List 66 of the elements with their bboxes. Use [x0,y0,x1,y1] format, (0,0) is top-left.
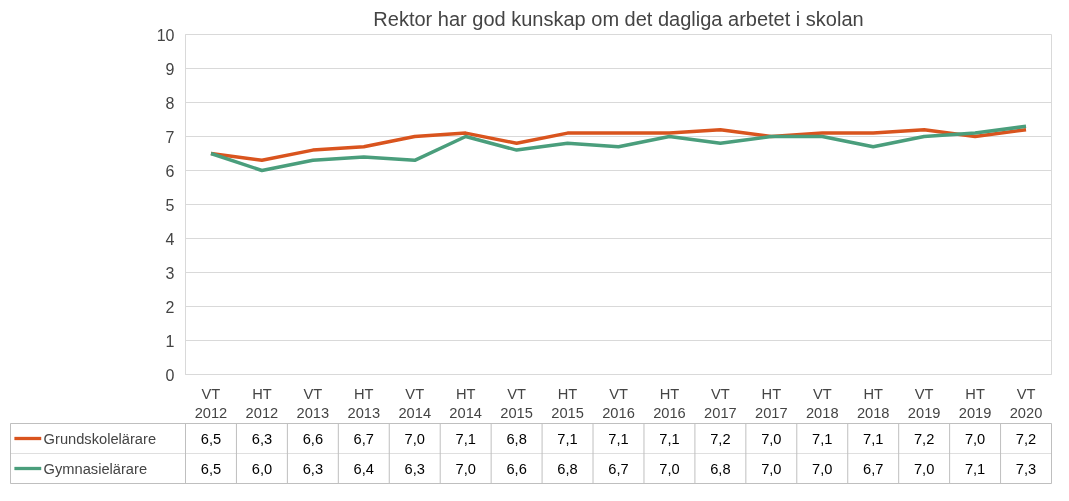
x-tick-label: VT 2020 [1009,385,1043,421]
data-label: 7,0 [659,460,680,477]
y-tick-label: 3 [165,264,175,282]
x-tick-label: HT 2016 [653,385,686,421]
y-tick-label: 4 [165,230,175,248]
data-label: 6,0 [251,460,273,477]
data-label: 7,1 [455,430,476,447]
x-tick-label: HT 2013 [347,385,381,421]
x-tick-label: HT 2012 [245,385,279,421]
y-tick-label: 8 [165,94,175,112]
y-tick-label: 10 [156,26,175,44]
data-label: 6,3 [404,460,425,477]
data-label: 7,3 [1015,460,1037,477]
x-tick-label: VT 2019 [907,385,941,421]
y-tick-label: 1 [165,332,175,350]
x-tick-label: HT 2019 [958,385,992,421]
data-label: 7,1 [964,460,986,477]
data-label: 6,7 [353,430,374,447]
data-label: 6,5 [200,430,222,447]
data-label: 6,5 [200,460,222,477]
data-label: 7,2 [913,430,935,447]
y-tick-label: 2 [165,298,175,316]
data-label: 7,2 [1015,430,1037,447]
data-label: 7,0 [812,460,833,477]
x-tick-label: VT 2014 [398,385,432,421]
data-label: 6,7 [608,460,629,477]
data-label: 7,0 [761,460,782,477]
data-label: 6,6 [302,430,324,447]
data-label: 7,1 [608,430,629,447]
x-tick-label: HT 2017 [755,385,788,421]
x-tick-label: VT 2018 [805,385,839,421]
data-label: 6,6 [506,460,527,477]
y-tick-label: 5 [165,196,175,214]
data-label: 7,0 [455,460,476,477]
y-tick-label: 7 [165,128,175,146]
data-label: 6,3 [251,430,273,447]
data-label: 6,3 [302,460,324,477]
data-label: 7,1 [557,430,578,447]
y-tick-label: 9 [165,60,175,78]
data-label: 7,0 [913,460,935,477]
x-tick-label: VT 2013 [296,385,330,421]
x-tick-label: HT 2014 [449,385,482,421]
data-label: 7,2 [710,430,731,447]
legend-label: Grundskolelärare [43,430,157,447]
data-label: 6,4 [353,460,374,477]
line-series [209,124,1028,173]
data-label: 7,0 [964,430,986,447]
x-tick-label: HT 2018 [856,385,890,421]
data-label: 7,1 [659,430,680,447]
x-tick-label: HT 2015 [551,385,584,421]
data-label: 6,8 [710,460,731,477]
data-label: 7,1 [863,430,884,447]
y-tick-label: 6 [165,162,175,180]
x-tick-label: VT 2016 [602,385,635,421]
data-label: 6,7 [863,460,884,477]
data-label: 7,0 [761,430,782,447]
x-tick-label: VT 2015 [500,385,533,421]
chart-title: Rektor har god kunskap om det dagliga arbetet i skolan [373,7,864,30]
data-label: 7,0 [404,430,425,447]
legend-label: Gymnasielärare [43,460,148,477]
x-tick-label: VT 2012 [194,385,228,421]
data-label: 6,8 [557,460,578,477]
y-tick-label: 0 [165,366,175,384]
x-tick-label: VT 2017 [704,385,737,421]
data-label: 6,8 [506,430,527,447]
data-label: 7,1 [812,430,833,447]
